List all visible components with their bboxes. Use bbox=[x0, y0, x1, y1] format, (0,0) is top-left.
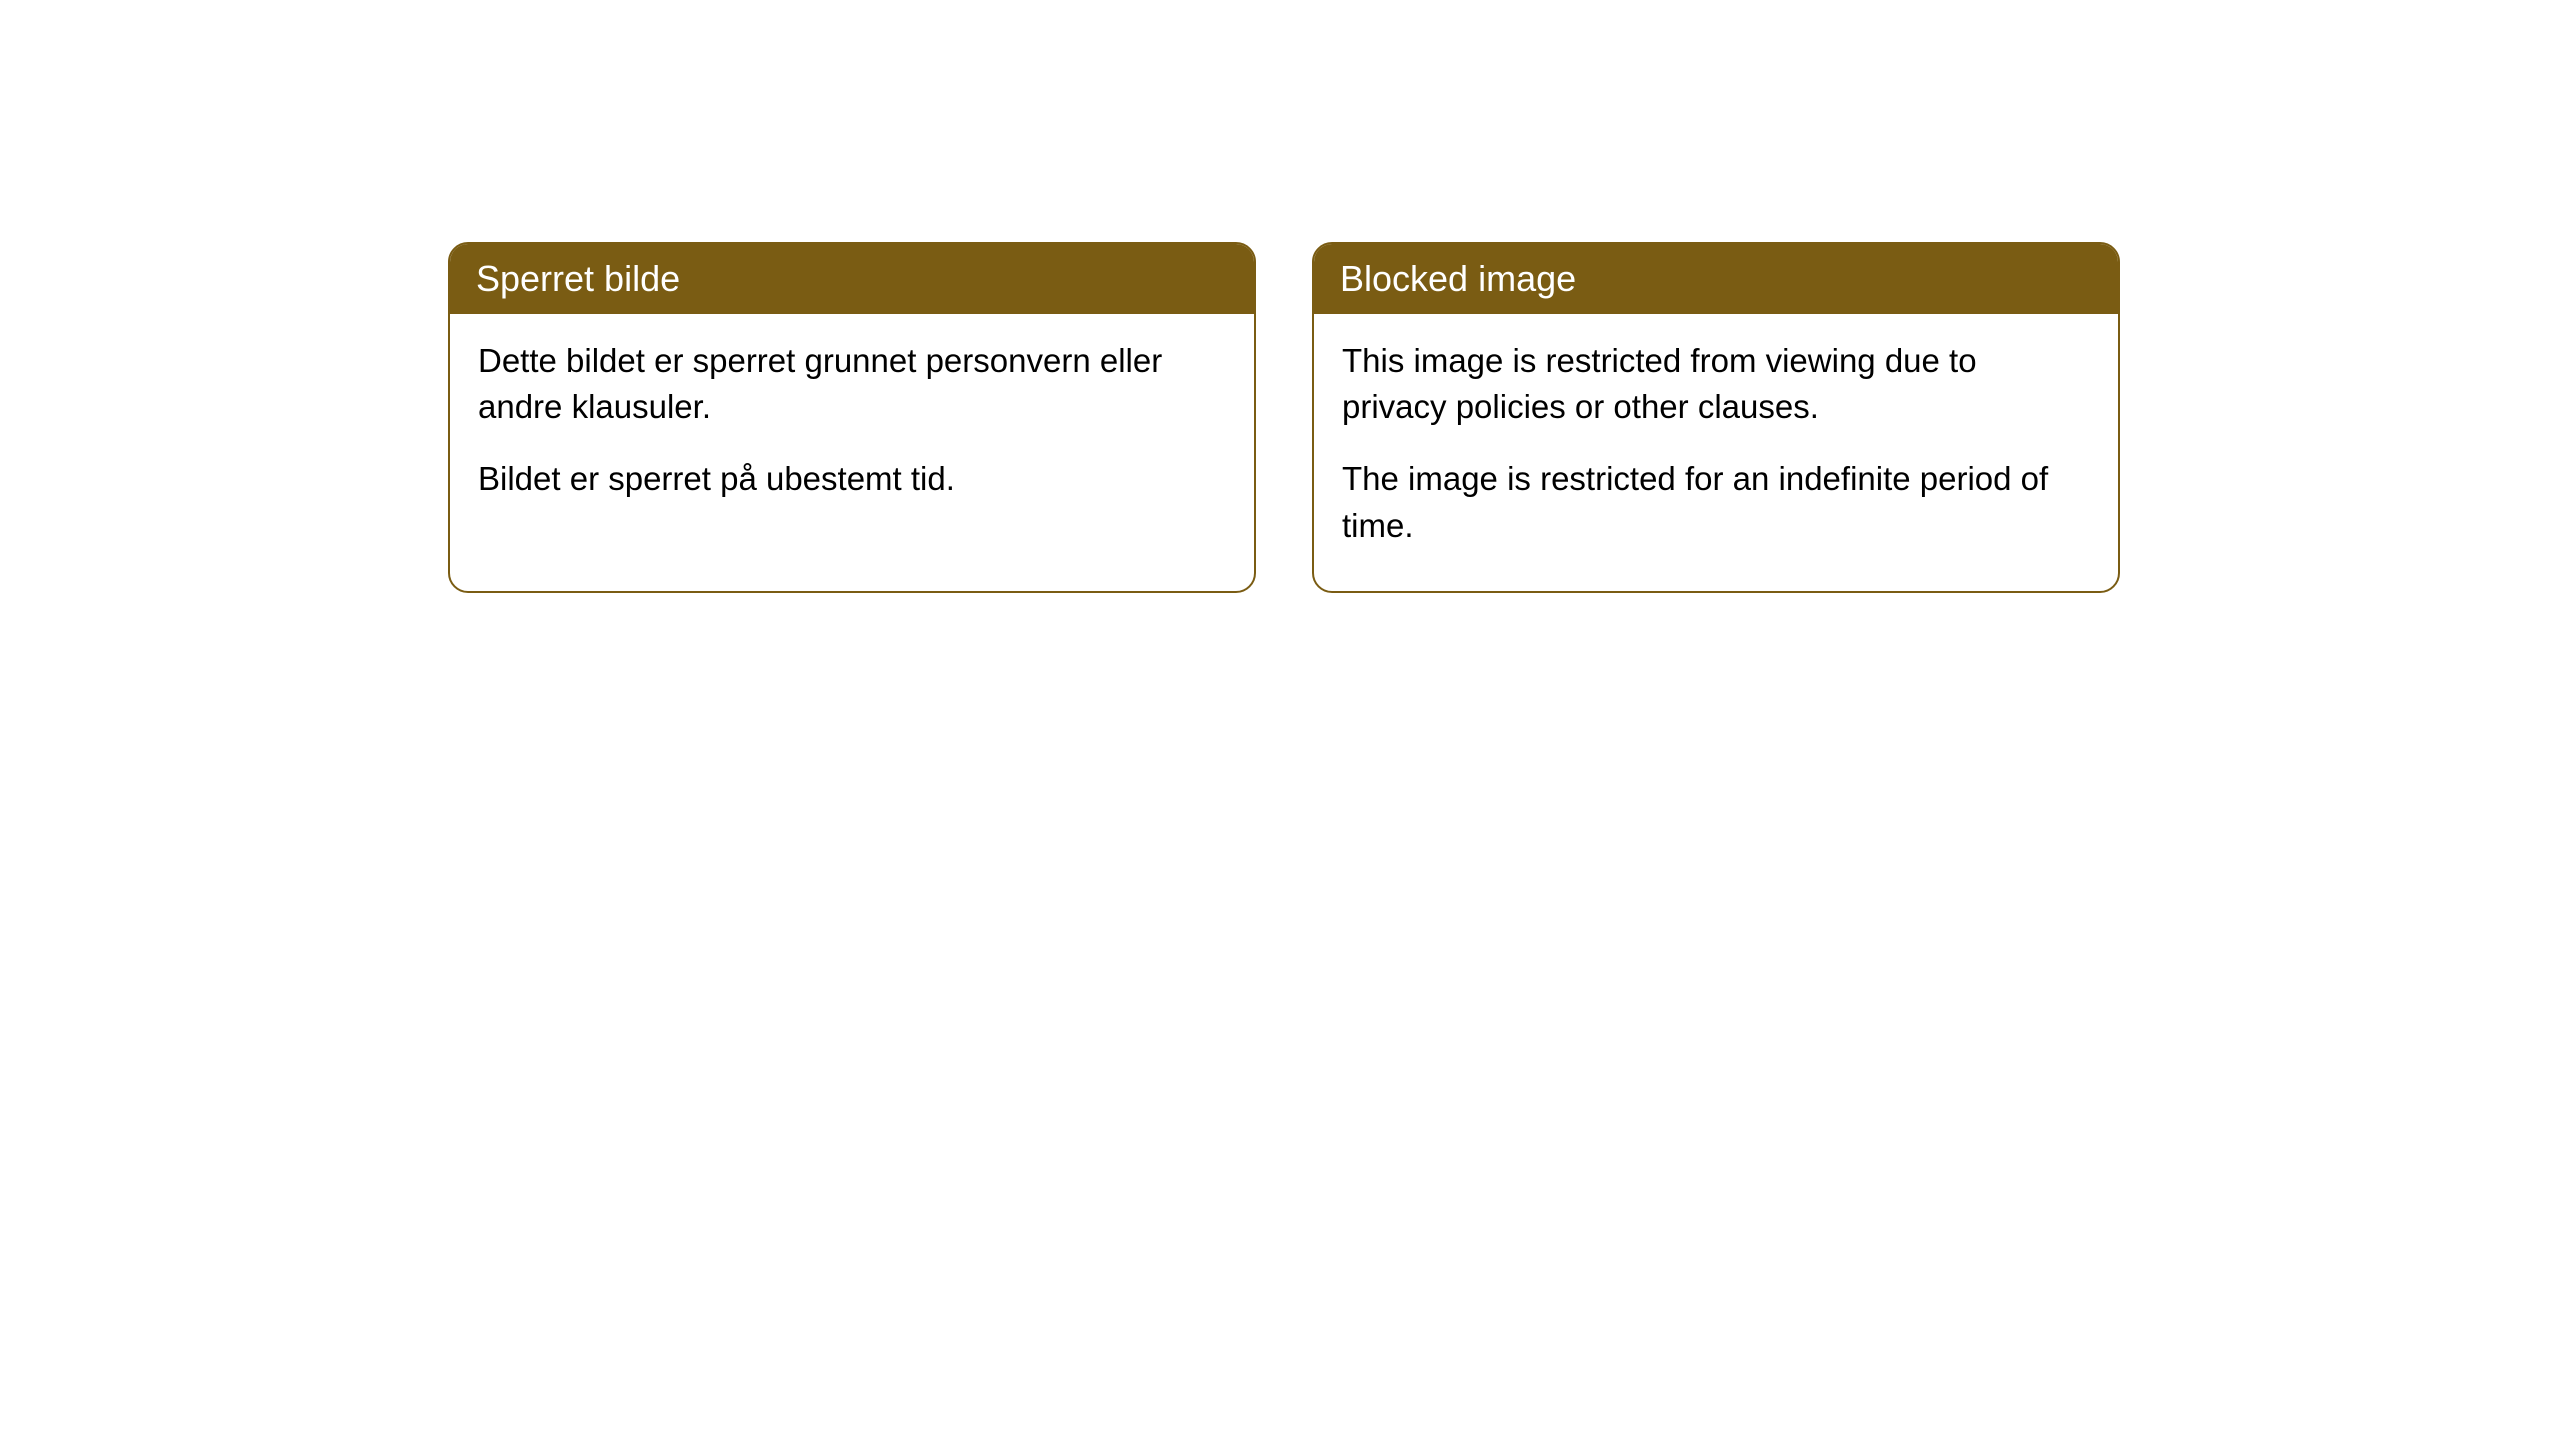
card-paragraph-2: Bildet er sperret på ubestemt tid. bbox=[478, 456, 1226, 502]
card-title: Sperret bilde bbox=[476, 258, 680, 299]
card-paragraph-1: Dette bildet er sperret grunnet personve… bbox=[478, 338, 1226, 430]
blocked-image-card-norwegian: Sperret bilde Dette bildet er sperret gr… bbox=[448, 242, 1256, 593]
card-header: Blocked image bbox=[1314, 244, 2118, 314]
card-title: Blocked image bbox=[1340, 258, 1576, 299]
card-paragraph-2: The image is restricted for an indefinit… bbox=[1342, 456, 2090, 548]
card-body: Dette bildet er sperret grunnet personve… bbox=[450, 314, 1254, 545]
blocked-image-card-english: Blocked image This image is restricted f… bbox=[1312, 242, 2120, 593]
card-paragraph-1: This image is restricted from viewing du… bbox=[1342, 338, 2090, 430]
card-header: Sperret bilde bbox=[450, 244, 1254, 314]
cards-container: Sperret bilde Dette bildet er sperret gr… bbox=[448, 242, 2120, 593]
card-body: This image is restricted from viewing du… bbox=[1314, 314, 2118, 591]
